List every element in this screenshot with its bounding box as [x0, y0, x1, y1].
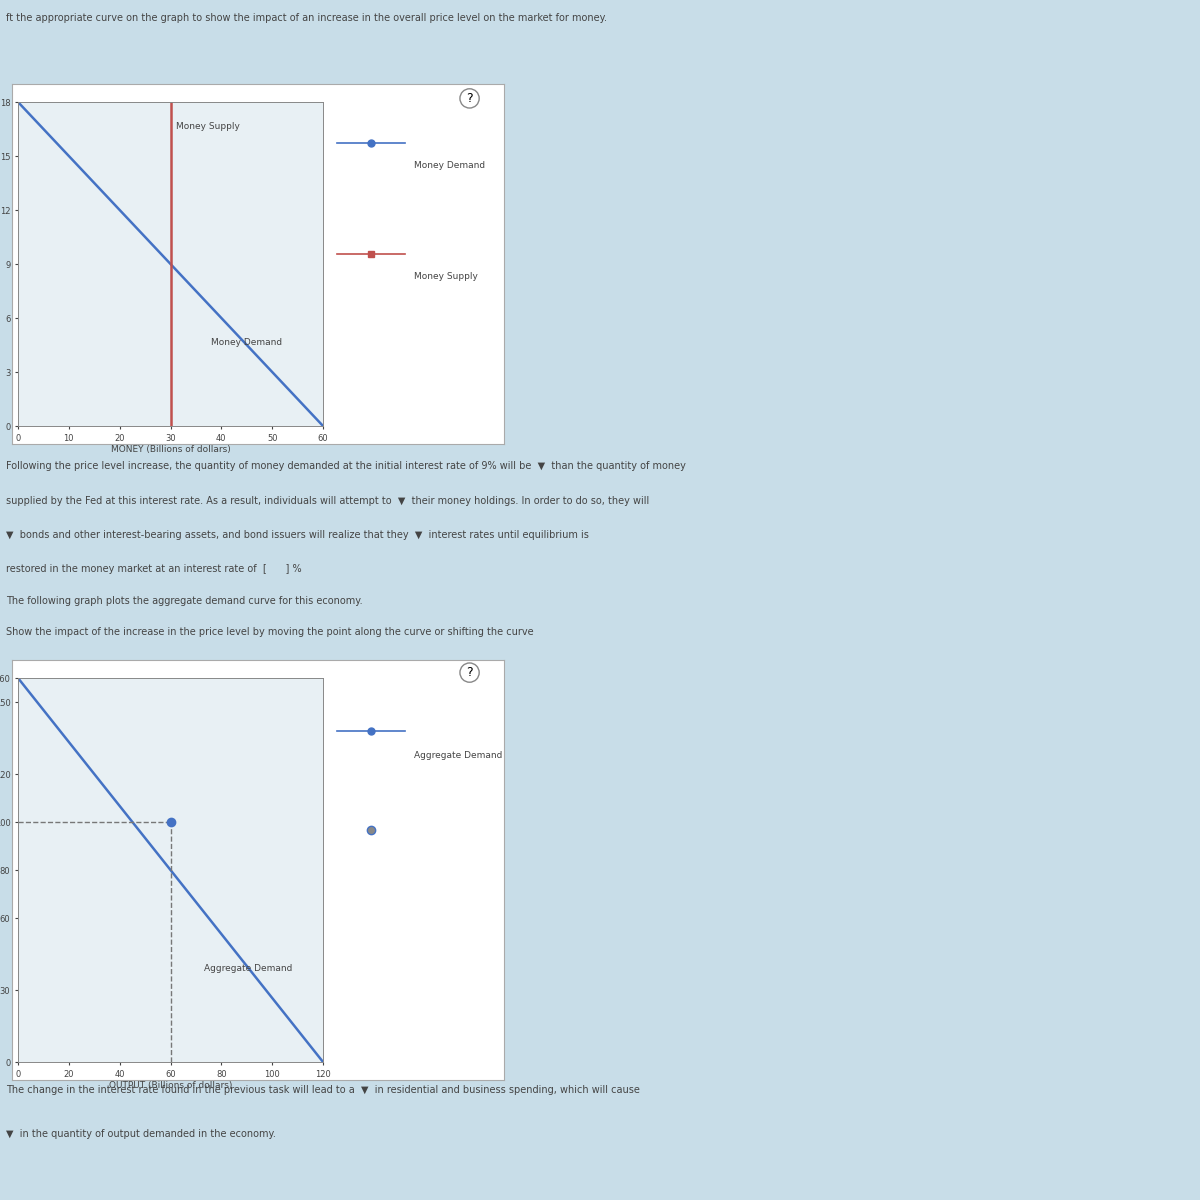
Text: The change in the interest rate found in the previous task will lead to a  ▼  in: The change in the interest rate found in…: [6, 1085, 640, 1096]
Text: Following the price level increase, the quantity of money demanded at the initia: Following the price level increase, the …: [6, 461, 685, 472]
Text: ?: ?: [467, 666, 473, 679]
Text: Aggregate Demand: Aggregate Demand: [414, 751, 502, 761]
Text: ?: ?: [467, 92, 473, 104]
Text: ft the appropriate curve on the graph to show the impact of an increase in the o: ft the appropriate curve on the graph to…: [6, 13, 607, 23]
Text: supplied by the Fed at this interest rate. As a result, individuals will attempt: supplied by the Fed at this interest rat…: [6, 496, 649, 505]
Text: ▼  in the quantity of output demanded in the economy.: ▼ in the quantity of output demanded in …: [6, 1128, 276, 1139]
Text: Show the impact of the increase in the price level by moving the point along the: Show the impact of the increase in the p…: [6, 626, 533, 637]
Text: Money Supply: Money Supply: [175, 122, 240, 131]
Text: ▼  bonds and other interest-bearing assets, and bond issuers will realize that t: ▼ bonds and other interest-bearing asset…: [6, 529, 588, 540]
Text: Money Demand: Money Demand: [414, 161, 485, 170]
Text: Aggregate Demand: Aggregate Demand: [204, 964, 292, 973]
Text: Money Supply: Money Supply: [414, 271, 478, 281]
Text: restored in the money market at an interest rate of  [      ] %: restored in the money market at an inter…: [6, 564, 301, 574]
Text: Money Demand: Money Demand: [211, 338, 282, 347]
Text: The following graph plots the aggregate demand curve for this economy.: The following graph plots the aggregate …: [6, 596, 362, 606]
X-axis label: MONEY (Billions of dollars): MONEY (Billions of dollars): [110, 445, 230, 455]
X-axis label: OUTPUT (Billions of dollars): OUTPUT (Billions of dollars): [109, 1081, 233, 1091]
